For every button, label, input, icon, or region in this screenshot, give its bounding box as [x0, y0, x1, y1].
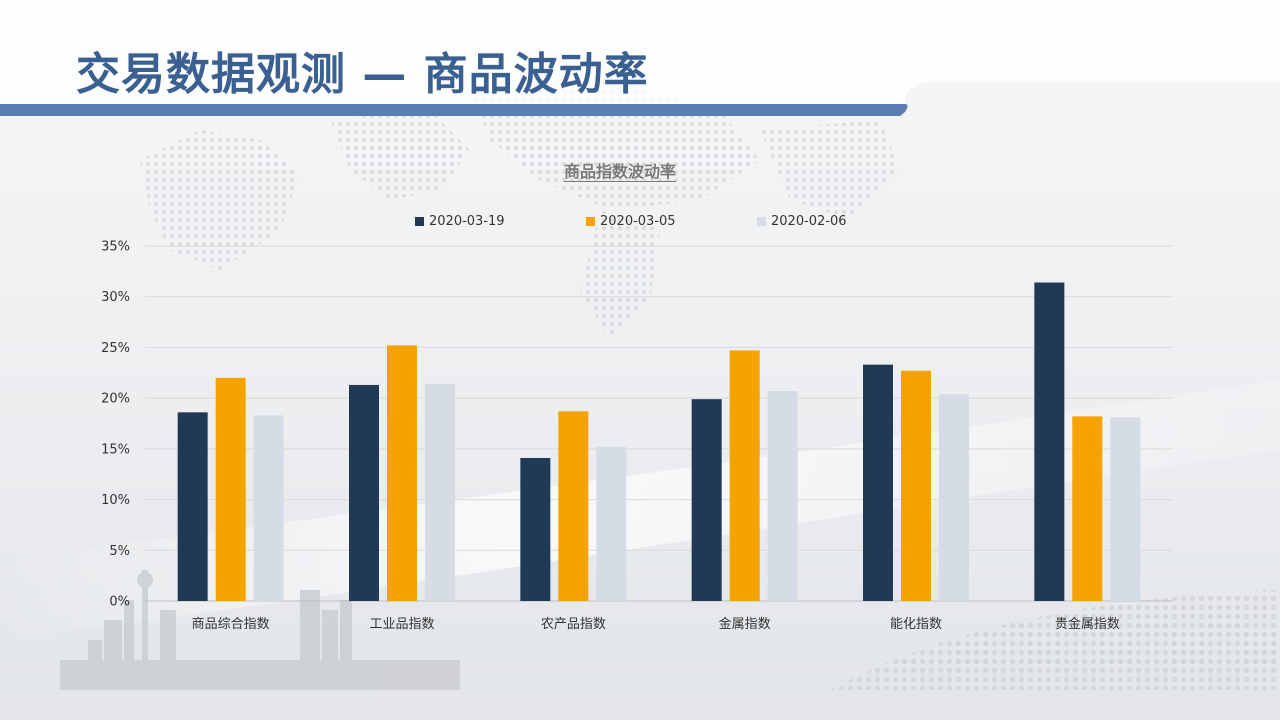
- x-tick-label: 贵金属指数: [1055, 616, 1120, 632]
- legend-label-series-2: 2020-03-05: [600, 214, 676, 229]
- bar-series-3-category-6: [1110, 417, 1141, 601]
- legend-label-series-3: 2020-02-06: [771, 214, 847, 229]
- bar-series-2-category-4: [729, 350, 760, 601]
- bar-series-2-category-6: [1072, 416, 1103, 601]
- y-tick-label: 5%: [109, 544, 130, 559]
- legend-item-series-2: 2020-03-05: [586, 214, 676, 229]
- y-tick-label: 30%: [101, 290, 130, 305]
- y-tick-label: 35%: [101, 240, 130, 255]
- legend-item-series-1: 2020-03-19: [415, 214, 505, 229]
- x-tick-label: 金属指数: [719, 616, 771, 632]
- x-tick-label: 能化指数: [890, 617, 942, 632]
- y-tick-label: 25%: [101, 341, 130, 356]
- legend-label-series-1: 2020-03-19: [429, 214, 505, 229]
- bar-series-1-category-2: [349, 384, 379, 601]
- legend-swatch-series-3: [757, 217, 766, 226]
- page-title: 交易数据观测 — 商品波动率: [76, 49, 649, 100]
- bar-series-1-category-3: [520, 457, 551, 601]
- bar-series-2-category-3: [558, 411, 589, 601]
- legend-item-series-3: 2020-02-06: [757, 214, 847, 229]
- bar-series-1-category-5: [863, 364, 893, 601]
- chart-title: 商品指数波动率: [563, 162, 676, 181]
- x-tick-label: 工业品指数: [369, 617, 434, 632]
- bar-series-3-category-3: [596, 446, 627, 601]
- legend-swatch-series-2: [586, 217, 595, 226]
- bar-series-2-category-1: [215, 377, 246, 601]
- bar-series-3-category-2: [425, 383, 455, 601]
- bar-series-3-category-4: [767, 391, 798, 601]
- x-tick-label: 农产品指数: [541, 617, 606, 632]
- legend-swatch-series-1: [415, 217, 424, 226]
- y-tick-label: 20%: [101, 392, 130, 407]
- x-tick-label: 商品综合指数: [192, 617, 270, 632]
- bar-series-1-category-4: [691, 399, 722, 601]
- bar-series-3-category-1: [253, 415, 284, 601]
- chart-legend: 2020-03-19 2020-03-05 2020-02-06: [0, 214, 1280, 234]
- y-tick-label: 0%: [109, 595, 130, 610]
- y-tick-label: 10%: [101, 493, 130, 508]
- bar-series-1-category-1: [177, 412, 208, 601]
- bar-series-2-category-5: [901, 370, 931, 601]
- bar-series-1-category-6: [1034, 282, 1065, 601]
- title-band: [0, 0, 1280, 116]
- bar-series-2-category-2: [387, 345, 417, 601]
- bar-series-3-category-5: [939, 394, 969, 601]
- y-tick-label: 15%: [101, 442, 130, 457]
